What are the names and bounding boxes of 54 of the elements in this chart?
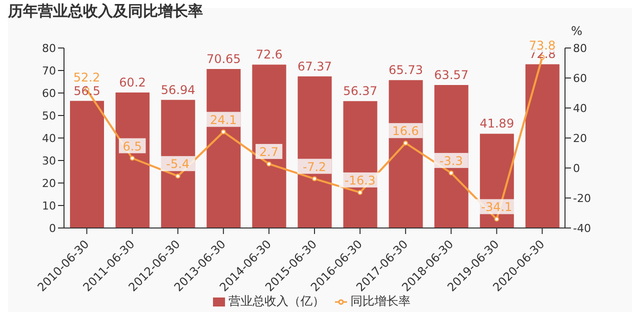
data-label: -16.3 xyxy=(344,173,376,188)
point xyxy=(175,174,180,179)
data-label: 63.57 xyxy=(434,68,469,82)
data-label: 24.1 xyxy=(210,112,237,127)
point xyxy=(358,190,363,195)
point xyxy=(312,176,317,182)
y-tick-label: 20 xyxy=(42,176,56,190)
data-label: 6.5 xyxy=(122,139,142,154)
legend-label: 同比增长率 xyxy=(350,294,410,308)
y2-tick-label: 60 xyxy=(573,72,587,85)
data-label: 52.2 xyxy=(73,70,100,85)
y2-tick-label: -40 xyxy=(573,222,591,235)
y-tick-label: 70 xyxy=(42,64,56,78)
y-tick-label: 30 xyxy=(42,154,56,168)
data-label: 41.89 xyxy=(480,116,514,131)
bar xyxy=(116,92,150,228)
y2-tick-label: 20 xyxy=(573,132,587,145)
data-label: 56.37 xyxy=(343,84,378,98)
y2-tick-label: -20 xyxy=(573,192,591,205)
data-label: 67.37 xyxy=(298,59,332,74)
y-tick-label: 80 xyxy=(42,42,56,55)
data-label: 72.6 xyxy=(256,48,283,62)
legend-label: 营业总收入（亿） xyxy=(228,294,324,308)
data-label: 60.2 xyxy=(119,76,146,90)
point xyxy=(494,216,500,222)
data-label: -5.4 xyxy=(166,157,190,172)
data-label: 16.6 xyxy=(392,124,419,138)
y-tick-label: 10 xyxy=(42,199,56,212)
chart-title: 历年营业总收入及同比增长率 xyxy=(8,2,203,21)
data-label: -34.1 xyxy=(481,200,512,214)
y2-axis-title: % xyxy=(571,24,582,38)
bar xyxy=(252,64,286,228)
y-tick-label: 0 xyxy=(49,222,56,235)
y-tick-label: 50 xyxy=(42,109,56,122)
y2-tick-label: 0 xyxy=(573,162,580,175)
bar xyxy=(70,100,104,228)
data-label: 56.94 xyxy=(160,82,196,97)
y-tick-label: 40 xyxy=(42,132,56,145)
point xyxy=(220,129,226,134)
point xyxy=(130,156,135,161)
y2-tick-label: 80 xyxy=(573,42,587,55)
data-label: 2.7 xyxy=(259,144,278,159)
bar xyxy=(525,64,560,228)
point xyxy=(403,140,408,146)
data-label: 65.73 xyxy=(388,63,423,78)
data-label: -3.3 xyxy=(439,154,463,168)
data-label: -7.2 xyxy=(302,160,326,174)
point xyxy=(266,161,272,166)
bar xyxy=(388,80,423,228)
y2-tick-label: 40 xyxy=(573,102,587,115)
point xyxy=(448,170,454,176)
y-tick-label: 60 xyxy=(42,86,56,100)
data-label: 70.65 xyxy=(206,52,241,66)
bar xyxy=(161,100,196,228)
